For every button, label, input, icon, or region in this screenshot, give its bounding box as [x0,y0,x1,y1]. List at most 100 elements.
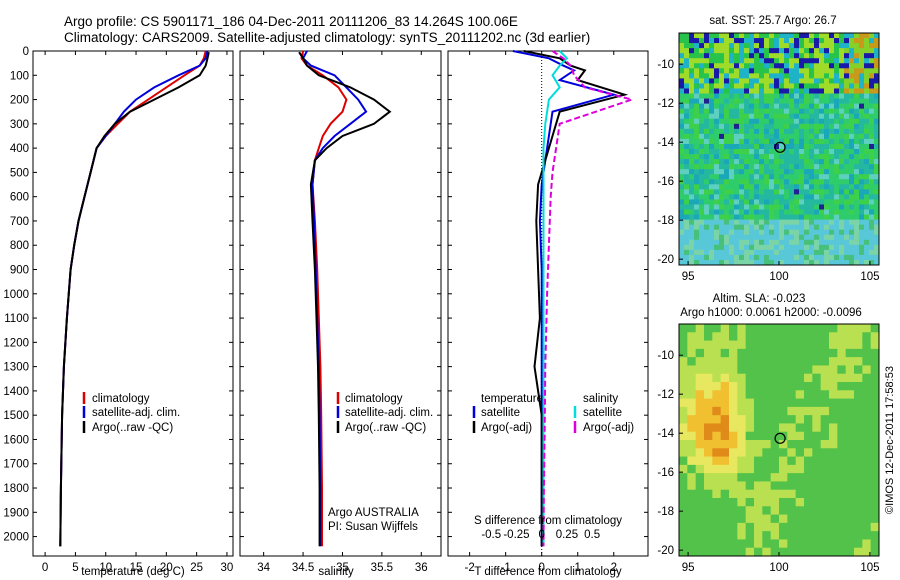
heatmap-cell [709,73,715,79]
heatmap-cell [745,473,755,482]
heatmap-cell [804,348,813,358]
heatmap-cell [849,53,855,59]
heatmap-cell [712,456,722,466]
heatmap-cell [794,169,800,175]
heatmap-cell [734,184,740,190]
heatmap-cell [834,128,840,135]
heatmap-cell [829,108,835,115]
heatmap-cell [779,133,785,140]
heatmap-cell [689,154,695,160]
heatmap-cell [762,398,772,408]
heatmap-cell [874,83,880,89]
heatmap-cell [789,103,795,110]
heatmap-cell [829,415,838,424]
heatmap-cell [864,103,870,110]
heatmap-cell [737,365,747,375]
heatmap-cell [687,464,697,474]
heatmap-cell [699,229,705,236]
heatmap-cell [779,123,785,130]
heatmap-cell [787,348,797,358]
heatmap-cell [739,58,745,64]
heatmap-cell [720,332,730,341]
heatmap-cell [694,63,700,69]
heatmap-cell [734,229,740,236]
heatmap-cell [869,73,875,79]
heatmap-cell [729,324,738,333]
heatmap-cell [724,204,730,210]
heatmap-cell [679,219,685,226]
y-tick-label: -12 [657,98,674,110]
heatmap-cell [759,68,765,74]
heatmap-cell [804,78,810,84]
heatmap-cell [689,133,695,140]
heatmap-cell [839,159,845,165]
heatmap-cell [689,143,695,150]
heatmap-cell [699,98,705,105]
heatmap-cell [769,199,775,205]
heatmap-cell [759,63,765,69]
heatmap-cell [729,415,738,424]
heatmap-cell [834,113,840,120]
heatmap-cell [787,440,797,449]
s-tick-label: 0 [538,529,544,541]
heatmap-cell [694,33,700,39]
heatmap-cell [795,348,805,358]
heatmap-cell [770,348,780,358]
heatmap-cell [864,154,870,160]
heatmap-cell [859,149,865,155]
heatmap-cell [704,48,710,54]
heatmap-cell [729,456,738,466]
heatmap-cell [849,169,855,175]
heatmap-cell [799,128,805,135]
heatmap-cell [839,118,845,125]
heatmap-cell [764,224,770,231]
heatmap-cell [795,547,805,557]
heatmap-cell [704,219,710,226]
heatmap-cell [849,118,855,125]
heatmap-cell [769,53,775,59]
heatmap-cell [684,154,690,160]
heatmap-cell [779,547,788,557]
heatmap-cell [809,224,815,231]
heatmap-cell [819,214,825,221]
heatmap-cell [862,498,872,507]
heatmap-cell [734,48,740,54]
heatmap-cell [754,423,763,433]
heatmap-cell [784,53,790,59]
heatmap-cell [729,149,735,155]
heatmap-cell [870,390,880,399]
heatmap-cell [829,332,838,341]
heatmap-cell [754,357,763,366]
heatmap-cell [834,68,840,74]
heatmap-cell [709,63,715,69]
heatmap-cell [744,103,750,110]
heatmap-cell [829,73,835,79]
heatmap-cell [759,154,765,160]
heatmap-cell [829,204,835,210]
heatmap-cell [784,174,790,180]
heatmap-cell [820,464,830,474]
heatmap-cell [679,365,688,375]
heatmap-cell [714,209,720,215]
heatmap-cell [745,431,755,441]
heatmap-cell [874,133,880,140]
heatmap-cell [720,357,730,366]
heatmap-cell [744,93,750,99]
heatmap-cell [862,456,872,466]
heatmap-cell [844,249,850,256]
heatmap-cell [719,128,725,135]
heatmap-cell [774,48,780,54]
heatmap-cell [824,68,830,74]
heatmap-cell [869,88,875,94]
heatmap-cell [824,43,830,49]
heatmap-cell [719,123,725,130]
heatmap-cell [814,123,820,130]
heatmap-cell [869,123,875,130]
heatmap-cell [764,254,770,261]
heatmap-cell [770,539,780,549]
legend-label: Argo(..raw -QC) [92,422,173,434]
heatmap-cell [729,259,735,266]
heatmap-cell [699,33,705,39]
heatmap-cell [704,440,713,449]
heatmap-cell [779,244,785,251]
